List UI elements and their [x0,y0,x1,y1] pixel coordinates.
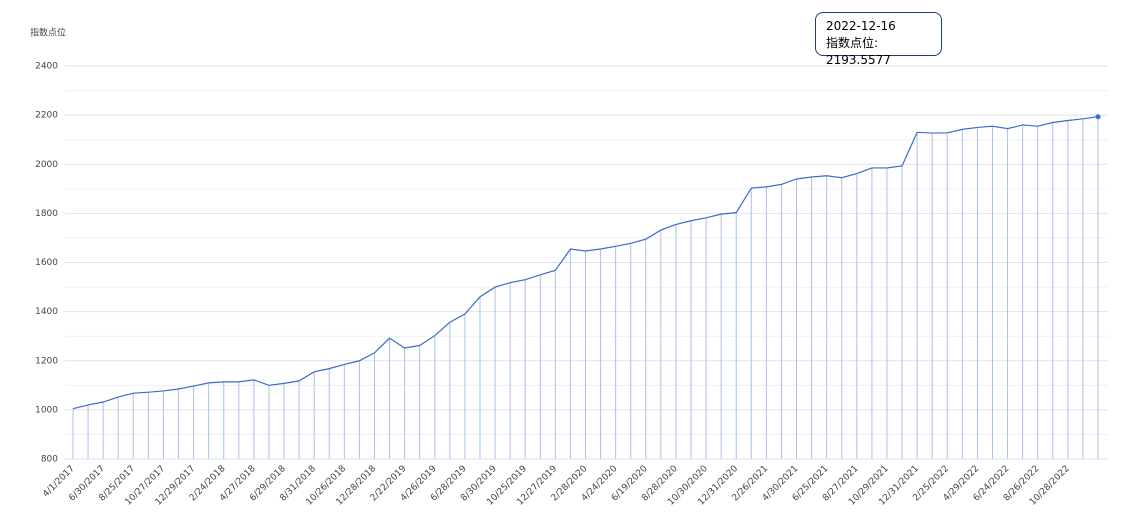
tooltip: 2022-12-16 指数点位: 2193.5577 [815,12,942,67]
y-tick-label: 2200 [35,111,58,121]
y-axis-title: 指数点位 [30,27,66,39]
y-tick-label: 1000 [35,405,58,415]
y-tick-label: 800 [41,455,58,465]
tooltip-date: 2022-12-16 [826,19,896,33]
y-tick-label: 2400 [35,62,58,72]
y-tick-label: 1800 [35,209,58,219]
y-tick-label: 2000 [35,160,58,170]
y-tick-label: 1600 [35,258,58,268]
y-tick-label: 1400 [35,307,58,317]
highlight-point [1095,114,1101,120]
series-line [72,116,1099,410]
y-tick-label: 1200 [35,356,58,366]
tooltip-value: 指数点位: 2193.5577 [826,36,891,67]
